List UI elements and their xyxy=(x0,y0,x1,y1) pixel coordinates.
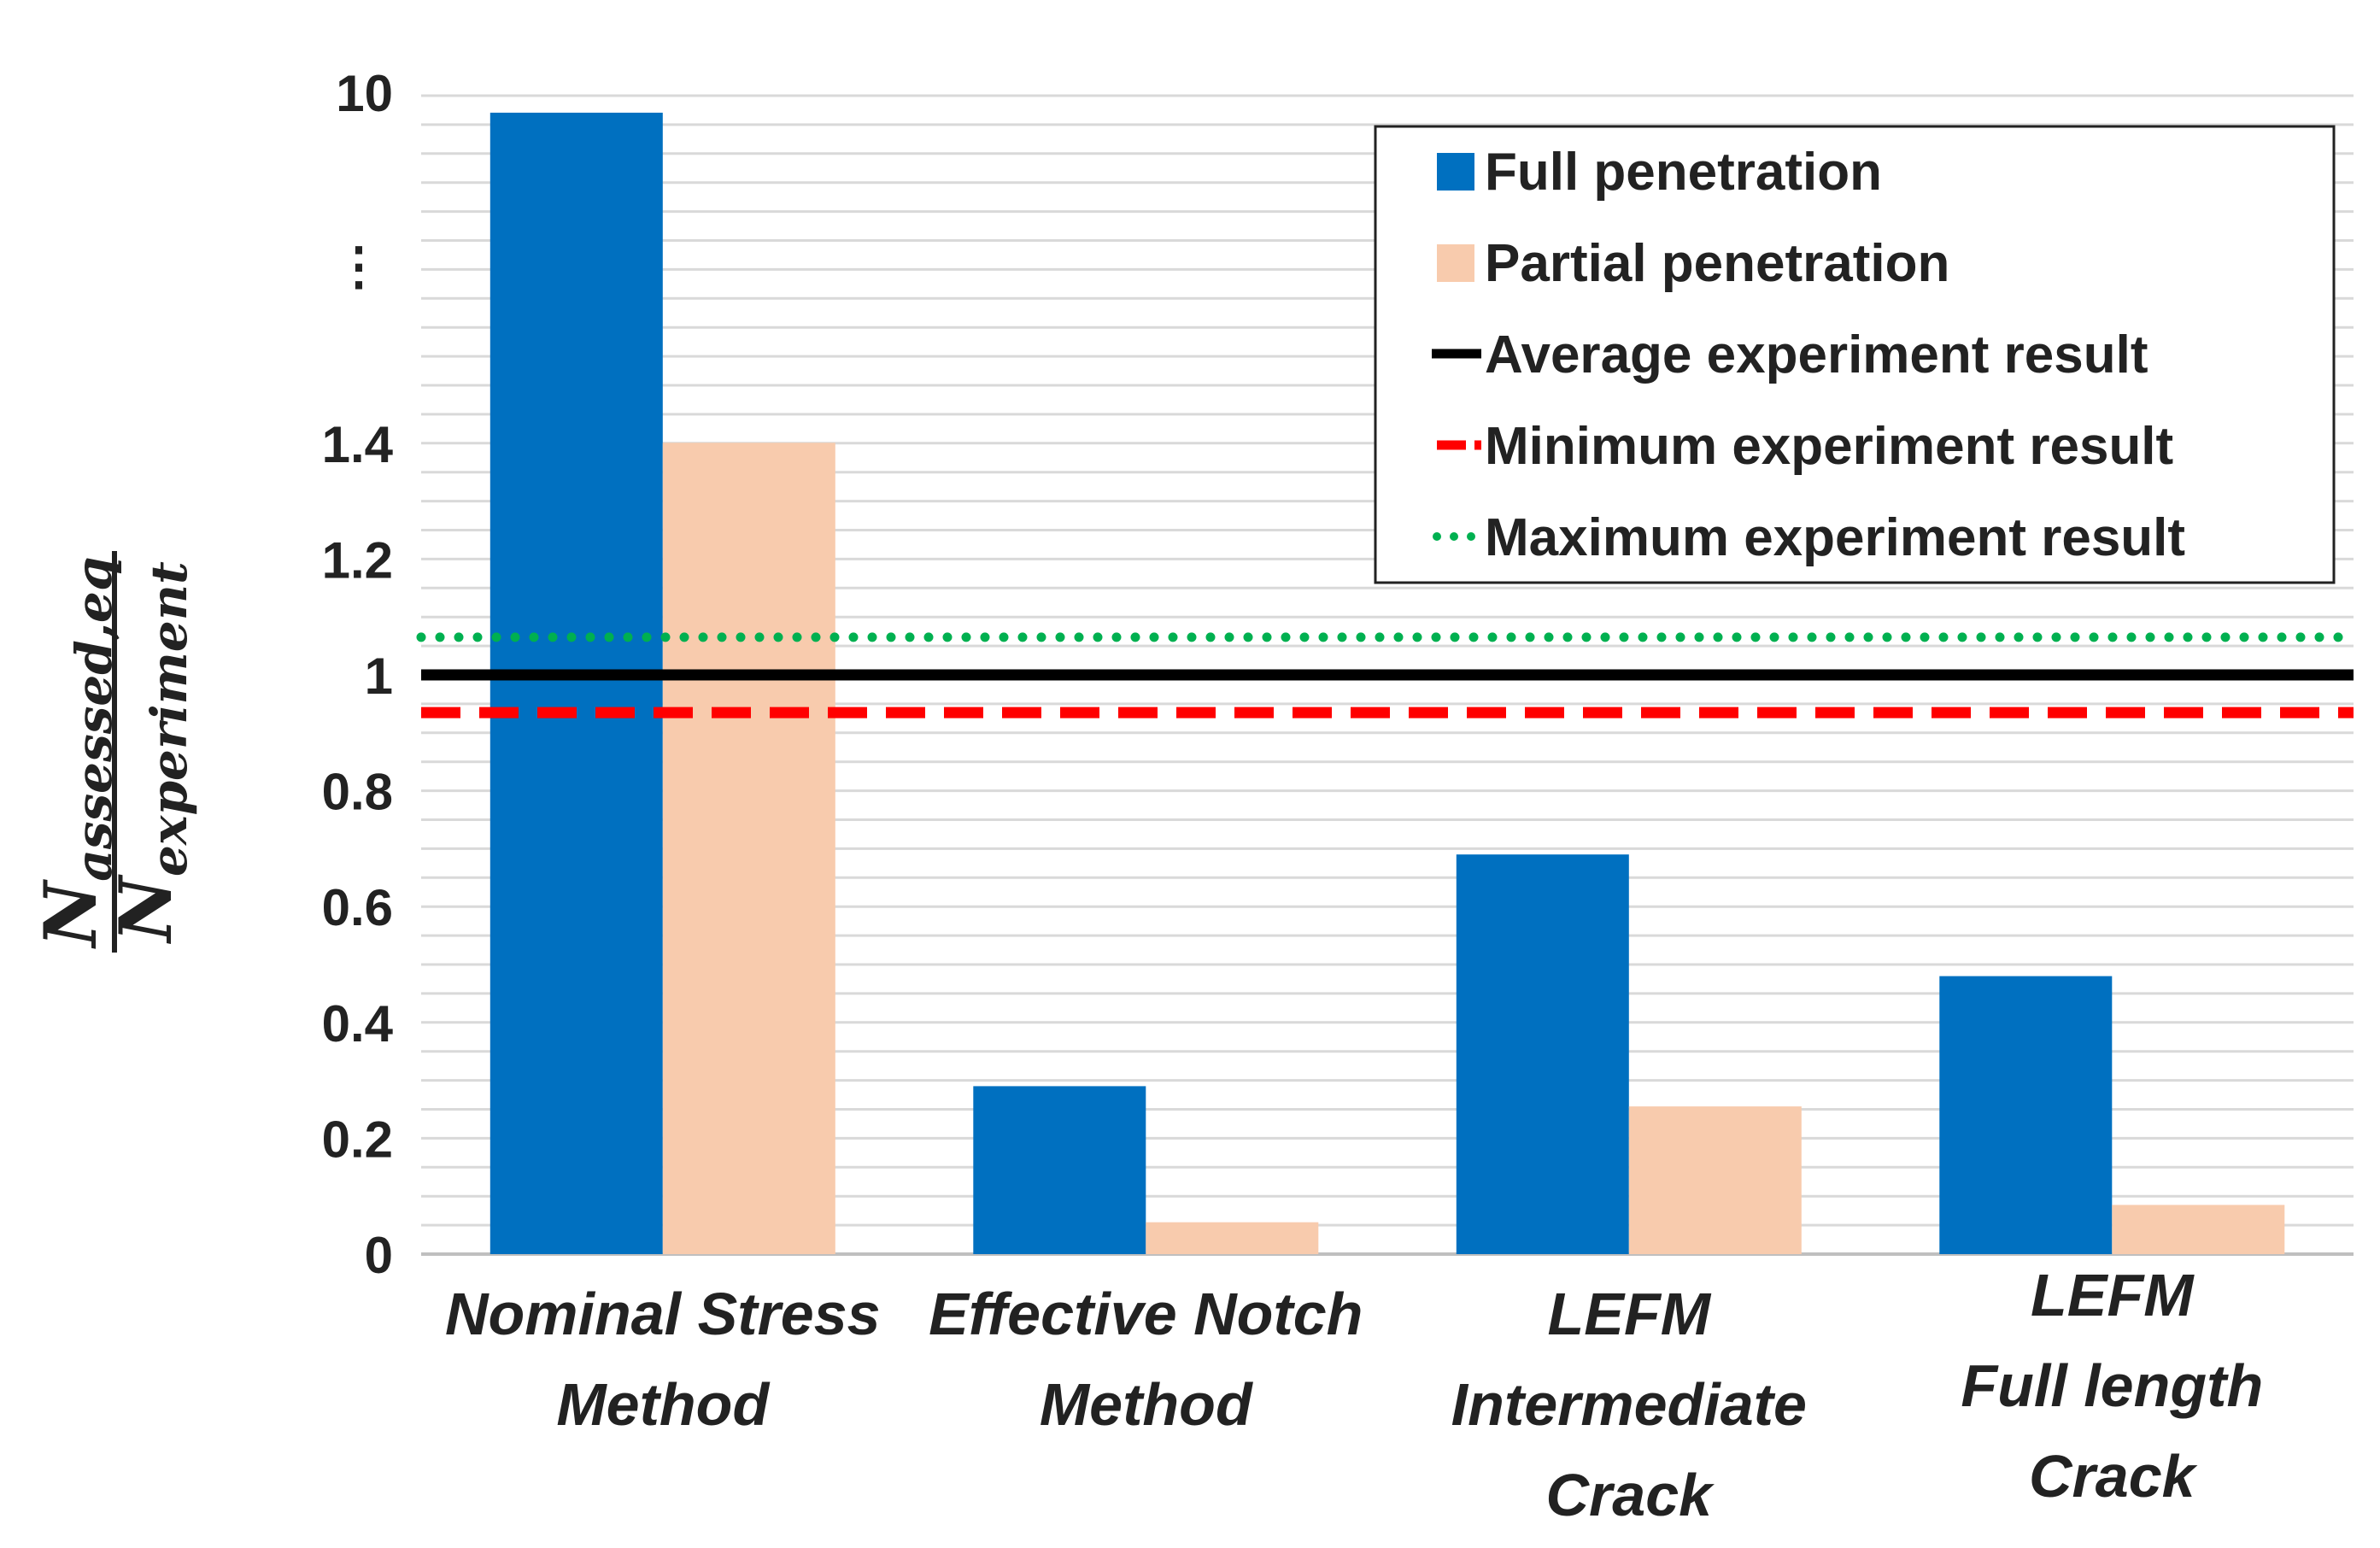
bar-full-2 xyxy=(973,1086,1146,1254)
bar-full-3 xyxy=(1456,854,1629,1254)
category-label: Effective Notch xyxy=(929,1281,1363,1347)
legend-box xyxy=(1374,125,2336,584)
bar-partial-2 xyxy=(1146,1222,1319,1254)
y-tick-labels: 0 0.2 0.4 0.6 0.8 1 1.2 1.4 ⋮ 10 xyxy=(322,65,394,1284)
legend: Full penetration Partial penetration Avera… xyxy=(1374,125,2336,584)
category-label: Crack xyxy=(1546,1462,1715,1528)
reference-lines xyxy=(416,632,2359,718)
category-label: Crack xyxy=(2029,1443,2198,1510)
legend-swatch xyxy=(1437,244,1474,282)
category-label: LEFM xyxy=(1548,1281,1712,1347)
category-label: Method xyxy=(1040,1371,1253,1438)
y-tick-label: 0 xyxy=(365,1227,393,1284)
bars xyxy=(489,112,2285,1254)
y-tick-label: 10 xyxy=(336,65,393,122)
category-label: Method xyxy=(556,1371,770,1438)
category-label: Intermediate xyxy=(1451,1371,1807,1438)
bar-partial-1 xyxy=(662,443,835,1254)
bar-full-4 xyxy=(1939,976,2113,1254)
y-tick-label: ⋮ xyxy=(333,237,384,295)
legend-label: Maximum experiment result xyxy=(1485,508,2185,567)
y-axis-label: Nassessed,eq Nexperiment xyxy=(28,551,198,953)
bar-partial-3 xyxy=(1628,1106,1802,1254)
legend-swatch xyxy=(1437,153,1474,191)
bar-partial-4 xyxy=(2112,1205,2285,1254)
svg-text:Nexperiment: Nexperiment xyxy=(103,561,198,945)
legend-label: Average experiment result xyxy=(1485,325,2148,384)
y-tick-label: 0.6 xyxy=(322,879,393,936)
y-label-denominator: N xyxy=(103,874,188,945)
bar-full-1 xyxy=(489,112,663,1254)
y-label-denominator-sub: experiment xyxy=(140,561,198,877)
y-tick-label: 1.4 xyxy=(322,416,394,473)
y-tick-label: 0.4 xyxy=(322,995,394,1053)
category-label: LEFM xyxy=(2031,1262,2195,1328)
legend-label: Full penetration xyxy=(1485,143,1882,202)
category-labels: Nominal Stress Method Effective Notch Metho… xyxy=(445,1262,2263,1528)
category-label: Full length xyxy=(1961,1352,2263,1419)
y-tick-label: 0.8 xyxy=(322,764,393,821)
y-tick-label: 1 xyxy=(365,648,393,705)
legend-label: Minimum experiment result xyxy=(1485,417,2173,476)
y-tick-label: 1.2 xyxy=(322,531,393,589)
category-label: Nominal Stress xyxy=(445,1281,881,1347)
y-label-numerator: N xyxy=(28,878,113,949)
y-tick-label: 0.2 xyxy=(322,1111,393,1168)
legend-label: Partial penetration xyxy=(1485,234,1949,293)
